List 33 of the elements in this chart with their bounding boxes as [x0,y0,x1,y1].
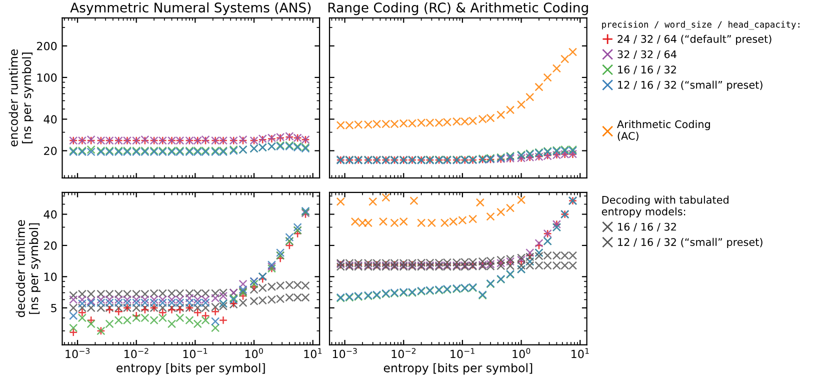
y-tick-label: 100 [37,73,57,82]
legend-title: Decoding with tabulated entropy models: [602,196,728,218]
y-axis-title: encoder runtime [ns per symbol] [8,49,34,146]
legend-label: 12 / 16 / 32 (“small” preset) [618,80,762,91]
x-tick-label: 10$^{−2}$ [392,348,416,358]
y-tick-label: 20 [44,241,57,250]
y-tick-label: 5 [51,304,56,312]
y-tick-label: 200 [36,42,57,50]
x-tick-label: 10$^{0}$ [512,348,530,358]
x-tick-label: 10$^{0}$ [245,348,263,358]
x-tick-label: 10$^{−1}$ [450,348,474,358]
legend-label: 12 / 16 / 32 (“small” preset) [618,238,762,248]
legend-label: 16 / 16 / 32 [618,66,676,74]
legend-label: 24 / 32 / 64 (“default” preset) [618,34,772,45]
y-tick-label: 20 [44,146,57,156]
x-tick-label: 10$^{−1}$ [183,348,208,358]
x-axis-title: entropy [bits per symbol] [384,363,532,375]
x-tick-label: 10$^{1}$ [572,348,589,358]
x-tick-label: 10$^{1}$ [304,348,322,358]
legend-label: Arithmetic Coding (AC) [617,120,710,142]
legend-label: 16 / 16 / 32 [618,222,676,232]
chart-title: Asymmetric Numeral Systems (ANS) [70,2,311,16]
x-tick-label: 10$^{−3}$ [66,348,90,358]
legend-title: precision / word_size / head_capacity: [602,20,800,30]
legend-label: 32 / 32 / 64 [618,50,676,60]
y-tick-label: 10 [44,272,57,282]
x-axis-title: entropy [bits per symbol] [116,363,265,375]
y-tick-label: 40 [44,115,57,124]
x-tick-label: 10$^{−2}$ [124,348,148,358]
y-tick-label: 40 [44,210,57,219]
chart-title: Range Coding (RC) & Arithmetic Coding [328,2,588,16]
y-axis-title: decoder runtime [ns per symbol] [16,220,40,318]
x-tick-label: 10$^{−3}$ [332,348,357,358]
